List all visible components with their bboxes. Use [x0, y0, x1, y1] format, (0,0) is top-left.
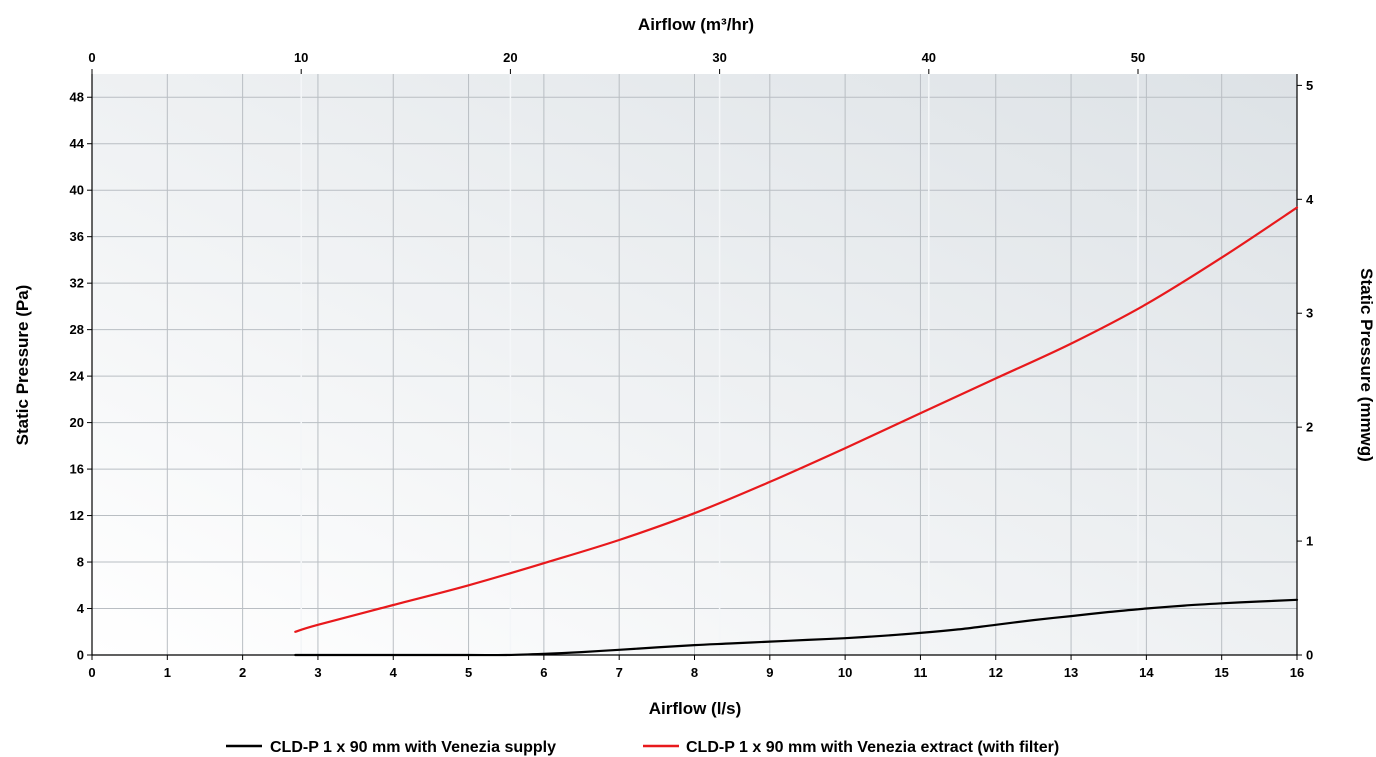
top-axis-ticks: 0 10 20 30 40 50	[88, 50, 1145, 74]
left-tick-label: 20	[70, 415, 84, 430]
right-tick-label: 5	[1306, 78, 1313, 93]
right-axis-ticks: 0 1 2 3 4 5	[1297, 78, 1314, 663]
left-tick-label: 8	[77, 555, 84, 570]
series-line-supply	[294, 598, 1299, 657]
right-axis-title: Static Pressure (mmwg)	[1357, 268, 1376, 462]
bottom-tick-label: 10	[838, 665, 852, 680]
bottom-tick-label: 16	[1290, 665, 1304, 680]
legend-label-extract: CLD-P 1 x 90 mm with Venezia extract (wi…	[686, 739, 1059, 756]
legend: CLD-P 1 x 90 mm with Venezia supply CLD-…	[226, 739, 1059, 756]
bottom-tick-label: 11	[914, 665, 928, 680]
bottom-tick-label: 6	[540, 665, 547, 680]
bottom-axis-title: Airflow (l/s)	[649, 699, 742, 718]
top-tick-label: 0	[88, 50, 95, 65]
bottom-tick-label: 0	[88, 665, 95, 680]
right-tick-label: 2	[1306, 420, 1313, 435]
right-tick-label: 4	[1306, 192, 1314, 207]
bottom-tick-label: 4	[390, 665, 398, 680]
left-tick-label: 16	[70, 462, 84, 477]
left-axis-title: Static Pressure (Pa)	[13, 285, 32, 446]
top-tick-label: 40	[922, 50, 936, 65]
left-tick-label: 4	[77, 601, 85, 616]
top-tick-label: 10	[294, 50, 308, 65]
left-tick-label: 12	[70, 508, 84, 523]
grid	[92, 74, 1298, 655]
left-tick-label: 32	[70, 276, 84, 291]
bottom-tick-label: 1	[164, 665, 171, 680]
top-tick-label: 20	[503, 50, 517, 65]
bottom-tick-label: 3	[314, 665, 321, 680]
right-tick-label: 0	[1306, 648, 1313, 663]
top-axis-title: Airflow (m³/hr)	[638, 15, 754, 34]
left-tick-label: 36	[70, 229, 84, 244]
bottom-tick-label: 12	[989, 665, 1003, 680]
bottom-tick-label: 15	[1214, 665, 1228, 680]
bottom-tick-label: 14	[1139, 665, 1154, 680]
bottom-tick-label: 9	[766, 665, 773, 680]
bottom-tick-label: 7	[616, 665, 623, 680]
bottom-tick-label: 2	[239, 665, 246, 680]
top-tick-label: 30	[712, 50, 726, 65]
series-line-extract	[294, 206, 1299, 633]
bottom-tick-label: 5	[465, 665, 472, 680]
bottom-axis-ticks: 0 1 2 3 4 5 6 7 8 9 10 11 12 13 14 15 16	[88, 655, 1304, 680]
left-tick-label: 48	[70, 90, 84, 105]
left-tick-label: 0	[77, 648, 84, 663]
right-tick-label: 3	[1306, 306, 1313, 321]
right-tick-label: 1	[1306, 534, 1313, 549]
top-tick-label: 50	[1131, 50, 1145, 65]
legend-label-supply: CLD-P 1 x 90 mm with Venezia supply	[270, 739, 556, 756]
left-tick-label: 40	[70, 183, 84, 198]
left-tick-label: 44	[70, 136, 85, 151]
left-tick-label: 24	[70, 369, 85, 384]
series-lines	[294, 206, 1299, 657]
bottom-tick-label: 13	[1064, 665, 1078, 680]
left-tick-label: 28	[70, 322, 84, 337]
bottom-tick-label: 8	[691, 665, 698, 680]
